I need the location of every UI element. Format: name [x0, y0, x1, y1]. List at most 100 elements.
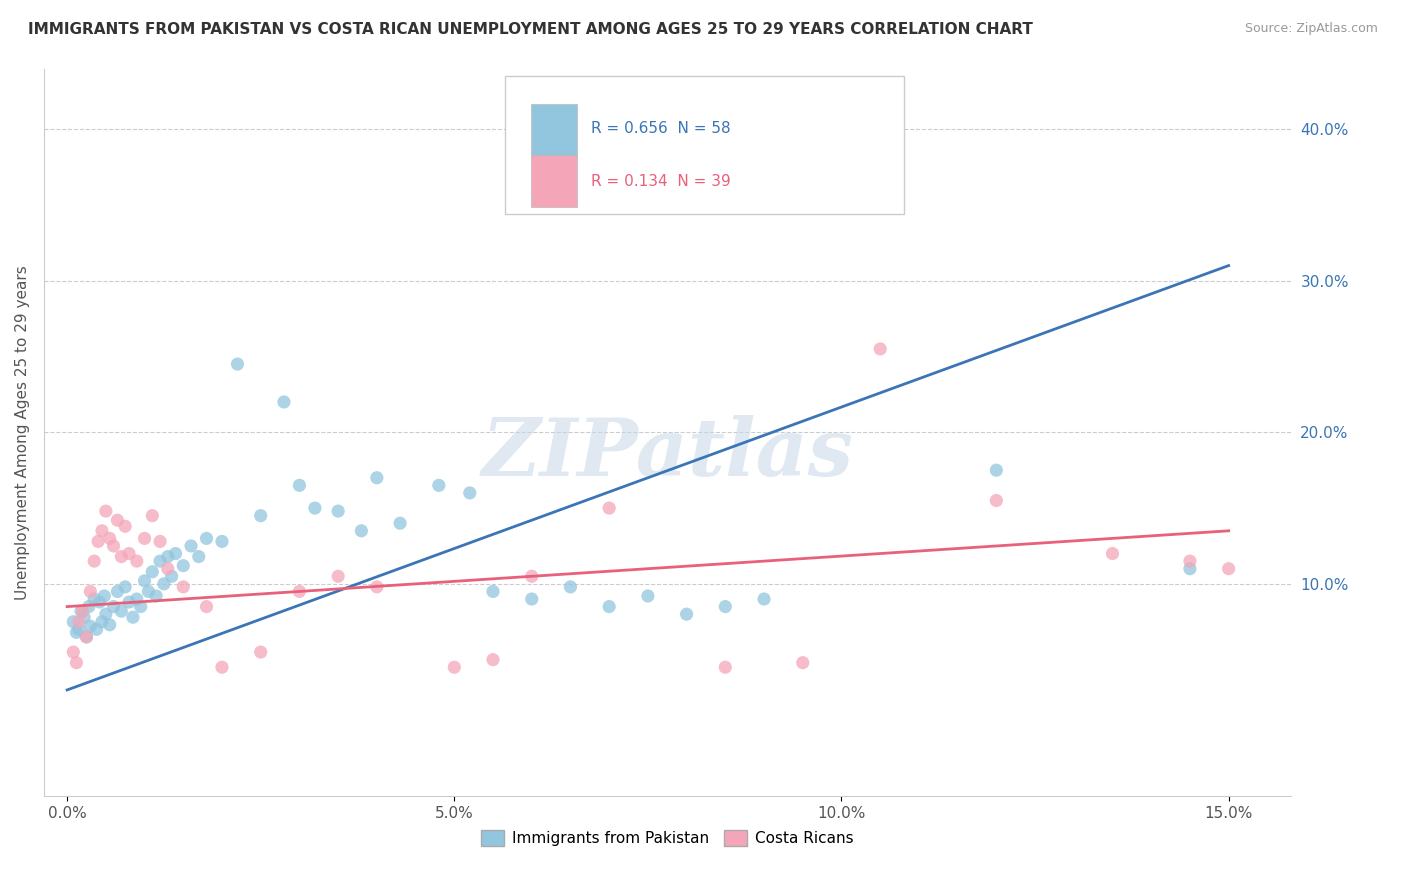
Point — [273, 395, 295, 409]
Point — [986, 493, 1008, 508]
Point — [87, 534, 110, 549]
Point — [89, 595, 111, 609]
Point — [172, 580, 194, 594]
Point — [67, 615, 90, 629]
Point — [288, 478, 311, 492]
Point — [98, 617, 121, 632]
FancyBboxPatch shape — [531, 155, 578, 208]
Point — [65, 656, 87, 670]
Point — [598, 501, 620, 516]
Point — [328, 569, 350, 583]
Point — [107, 513, 129, 527]
Text: Source: ZipAtlas.com: Source: ZipAtlas.com — [1244, 22, 1378, 36]
Point — [91, 615, 114, 629]
Legend: Immigrants from Pakistan, Costa Ricans: Immigrants from Pakistan, Costa Ricans — [474, 822, 860, 854]
Point — [714, 599, 737, 614]
Point — [165, 547, 187, 561]
Point — [138, 584, 160, 599]
Point — [129, 599, 152, 614]
Point — [70, 604, 93, 618]
Point — [149, 554, 172, 568]
Point — [389, 516, 412, 531]
Point — [125, 554, 148, 568]
Point — [195, 599, 218, 614]
Point — [226, 357, 249, 371]
Point — [482, 653, 505, 667]
Point — [145, 589, 167, 603]
Point — [118, 547, 141, 561]
Point — [675, 607, 697, 622]
Point — [160, 569, 183, 583]
Point — [79, 619, 101, 633]
Point — [73, 610, 96, 624]
Point — [125, 592, 148, 607]
Point — [114, 519, 136, 533]
Point — [83, 554, 105, 568]
Point — [134, 532, 156, 546]
Point — [637, 589, 659, 603]
Point — [304, 501, 326, 516]
FancyBboxPatch shape — [505, 76, 904, 214]
Text: R = 0.134  N = 39: R = 0.134 N = 39 — [591, 174, 731, 189]
Point — [141, 508, 163, 523]
Point — [1218, 562, 1240, 576]
Point — [141, 565, 163, 579]
Point — [114, 580, 136, 594]
Point — [458, 486, 481, 500]
Y-axis label: Unemployment Among Ages 25 to 29 years: Unemployment Among Ages 25 to 29 years — [15, 265, 30, 599]
Point — [172, 558, 194, 573]
Text: ZIPatlas: ZIPatlas — [481, 416, 853, 493]
Point — [62, 615, 84, 629]
Point — [72, 604, 94, 618]
Point — [350, 524, 373, 538]
Point — [180, 539, 202, 553]
Point — [107, 584, 129, 599]
Point — [195, 532, 218, 546]
Point — [134, 574, 156, 588]
Point — [249, 508, 271, 523]
Point — [752, 592, 775, 607]
Point — [986, 463, 1008, 477]
Point — [93, 589, 115, 603]
Point — [869, 175, 891, 189]
Point — [110, 604, 132, 618]
Point — [149, 534, 172, 549]
Point — [1101, 547, 1123, 561]
Point — [76, 630, 98, 644]
Point — [118, 595, 141, 609]
Point — [62, 645, 84, 659]
Point — [1178, 562, 1201, 576]
Point — [98, 532, 121, 546]
Point — [83, 592, 105, 607]
Text: IMMIGRANTS FROM PAKISTAN VS COSTA RICAN UNEMPLOYMENT AMONG AGES 25 TO 29 YEARS C: IMMIGRANTS FROM PAKISTAN VS COSTA RICAN … — [28, 22, 1033, 37]
Point — [598, 599, 620, 614]
Point — [249, 645, 271, 659]
Point — [65, 625, 87, 640]
Point — [427, 478, 450, 492]
Point — [122, 610, 145, 624]
Point — [91, 524, 114, 538]
Point — [94, 607, 117, 622]
Text: R = 0.656  N = 58: R = 0.656 N = 58 — [591, 120, 731, 136]
Point — [288, 584, 311, 599]
Point — [560, 580, 582, 594]
Point — [77, 599, 100, 614]
Point — [86, 623, 108, 637]
Point — [156, 562, 179, 576]
Point — [869, 342, 891, 356]
Point — [76, 630, 98, 644]
Point — [153, 577, 176, 591]
Point — [520, 592, 543, 607]
FancyBboxPatch shape — [531, 104, 578, 157]
Point — [67, 623, 90, 637]
Point — [110, 549, 132, 564]
Point — [482, 584, 505, 599]
Point — [79, 584, 101, 599]
Point — [103, 539, 125, 553]
Point — [714, 660, 737, 674]
Point — [443, 660, 465, 674]
Point — [328, 504, 350, 518]
Point — [103, 599, 125, 614]
Point — [792, 656, 814, 670]
Point — [1178, 554, 1201, 568]
